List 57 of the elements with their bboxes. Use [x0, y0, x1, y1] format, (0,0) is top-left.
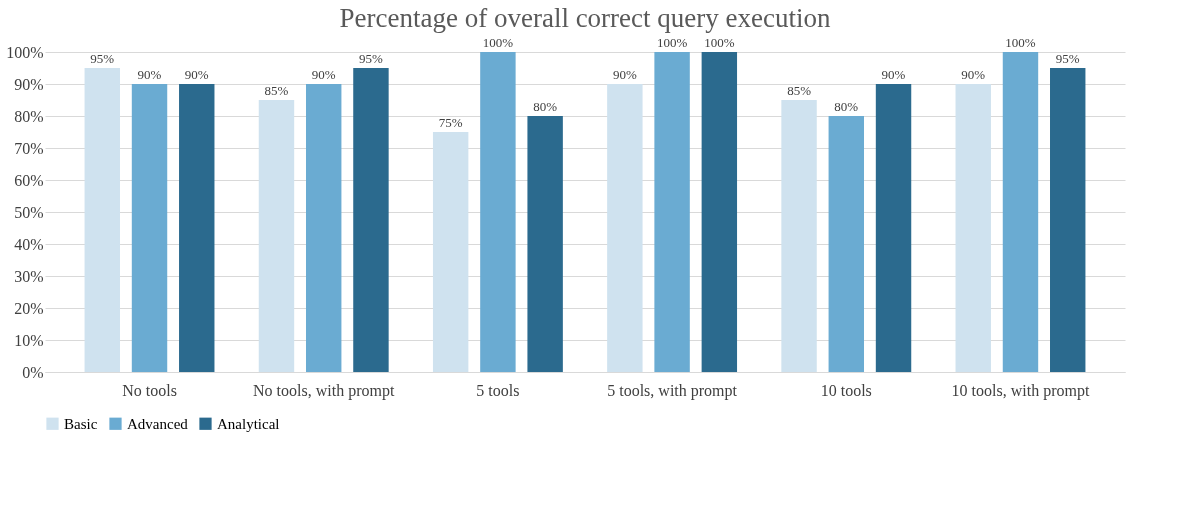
y-tick-label: 60% — [14, 171, 44, 189]
x-tick-label: 10 tools — [820, 381, 872, 399]
x-tick-label: 5 tools — [476, 381, 520, 399]
data-label: 90% — [961, 67, 986, 82]
bar — [701, 52, 738, 372]
legend-label: Advanced — [127, 415, 189, 432]
y-tick-label: 40% — [14, 235, 44, 253]
x-tick-label: No tools — [122, 381, 177, 399]
bar — [306, 84, 342, 372]
y-tick-label: 80% — [14, 107, 44, 125]
bar — [875, 84, 912, 372]
y-tick-label: 0% — [22, 363, 44, 381]
bar — [781, 100, 817, 372]
data-label: 75% — [438, 115, 463, 130]
bar — [131, 84, 168, 372]
data-label: 100% — [704, 35, 735, 50]
data-label: 90% — [184, 67, 209, 82]
y-tick-label: 10% — [14, 331, 44, 349]
bar — [432, 132, 469, 372]
bar — [1050, 68, 1086, 372]
legend-label: Basic — [64, 415, 98, 432]
data-label: 95% — [1055, 51, 1080, 66]
data-label: 80% — [533, 99, 558, 114]
data-label: 100% — [1005, 35, 1036, 50]
x-tick-label: 5 tools, with prompt — [607, 381, 738, 400]
bar — [654, 52, 690, 372]
bar — [527, 116, 563, 372]
data-label: 90% — [311, 67, 336, 82]
y-tick-label: 20% — [14, 299, 44, 317]
data-label: 95% — [359, 51, 384, 66]
y-tick-label: 90% — [14, 75, 44, 93]
bar — [828, 116, 864, 372]
data-label: 95% — [90, 51, 115, 66]
data-label: 90% — [881, 67, 906, 82]
bar — [1002, 52, 1039, 372]
bar — [179, 84, 215, 372]
bar — [258, 100, 295, 372]
chart-title: Percentage of overall correct query execution — [339, 3, 831, 33]
bar — [84, 68, 120, 372]
y-tick-label: 50% — [14, 203, 44, 221]
data-label: 100% — [656, 35, 688, 50]
legend-label: Analytical — [217, 415, 280, 432]
y-tick-label: 30% — [14, 267, 44, 285]
bar — [607, 84, 643, 372]
data-label: 85% — [264, 83, 289, 98]
data-label: 90% — [612, 67, 637, 82]
data-label: 80% — [834, 99, 859, 114]
data-label: 85% — [787, 83, 812, 98]
x-tick-label: No tools, with prompt — [253, 381, 395, 400]
data-label: 100% — [482, 35, 514, 50]
bar — [955, 84, 991, 372]
data-label: 90% — [137, 67, 162, 82]
x-tick-label: 10 tools, with prompt — [951, 381, 1090, 400]
bar — [480, 52, 516, 372]
bar — [353, 68, 389, 372]
y-tick-label: 70% — [14, 139, 44, 157]
y-tick-label: 100% — [6, 43, 44, 61]
